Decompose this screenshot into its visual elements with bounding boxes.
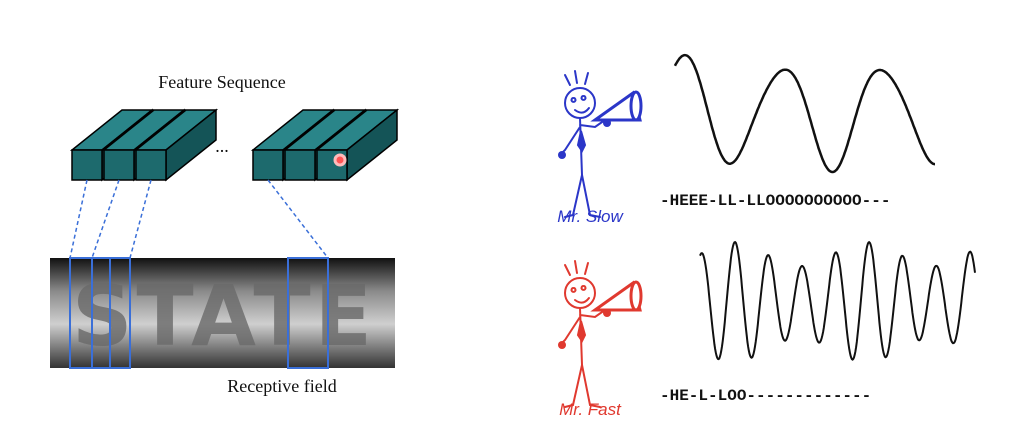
fast-name: Mr. Fast (559, 400, 622, 419)
image-text: STATE (72, 267, 372, 365)
dashed-links (69, 179, 329, 259)
text-image (50, 258, 395, 368)
highlight-dot (333, 153, 347, 167)
slow-figure (556, 69, 643, 219)
receptive-boxes (69, 257, 329, 369)
ellipsis: ... (215, 136, 229, 156)
feature-title: Feature Sequence (158, 72, 285, 92)
fast-wave (699, 240, 976, 361)
receptive-label: Receptive field (227, 376, 336, 396)
block-face (103, 149, 135, 181)
block-face (135, 149, 167, 181)
slow-wave (673, 53, 935, 174)
block-face (284, 149, 316, 181)
fast-sequence: -HE-L-LOO------------- (660, 387, 871, 405)
fast-figure (556, 259, 643, 409)
slow-name: Mr. Slow (557, 207, 624, 226)
slow-sequence: -HEEE-LL-LLOOOOOOOOOO--- (660, 192, 890, 210)
feature-blocks (69, 108, 400, 182)
block-face (71, 149, 103, 181)
block-face (252, 149, 284, 181)
